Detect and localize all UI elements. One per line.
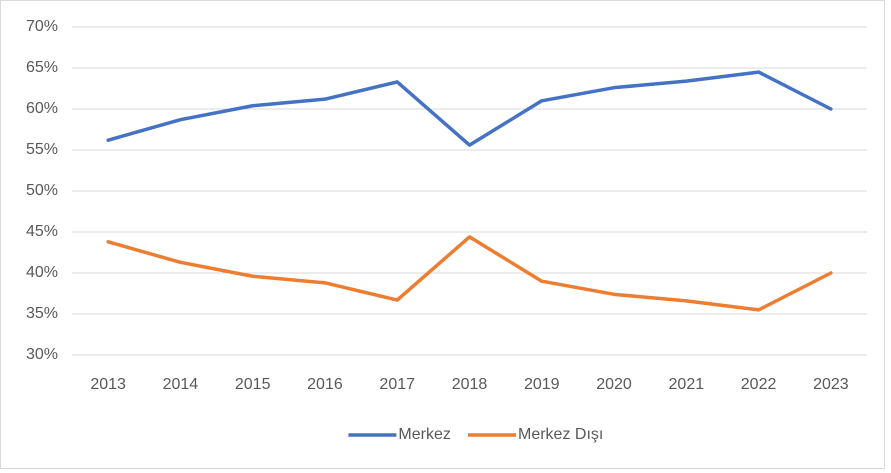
series-line: [106, 235, 833, 312]
y-tick-label: 50%: [26, 182, 58, 199]
x-tick-label: 2023: [813, 376, 849, 393]
x-tick-label: 2017: [379, 376, 415, 393]
y-tick-label: 45%: [26, 223, 58, 240]
y-tick-label: 55%: [26, 141, 58, 158]
y-tick-label: 40%: [26, 264, 58, 281]
y-tick-label: 70%: [26, 18, 58, 35]
x-tick-label: 2020: [596, 376, 632, 393]
y-tick-label: 30%: [26, 346, 58, 363]
y-tick-label: 65%: [26, 59, 58, 76]
x-tick-label: 2018: [452, 376, 488, 393]
y-tick-label: 35%: [26, 305, 58, 322]
x-tick-label: 2014: [163, 376, 199, 393]
x-tick-label: 2019: [524, 376, 560, 393]
x-tick-label: 2022: [741, 376, 777, 393]
y-tick-label: 60%: [26, 100, 58, 117]
x-tick-label: 2021: [669, 376, 705, 393]
series-line: [106, 70, 833, 147]
x-tick-label: 2016: [307, 376, 343, 393]
x-tick-label: 2013: [90, 376, 126, 393]
x-tick-label: 2015: [235, 376, 271, 393]
legend-label: Merkez Dışı: [518, 426, 603, 443]
legend-label: Merkez: [398, 426, 450, 443]
